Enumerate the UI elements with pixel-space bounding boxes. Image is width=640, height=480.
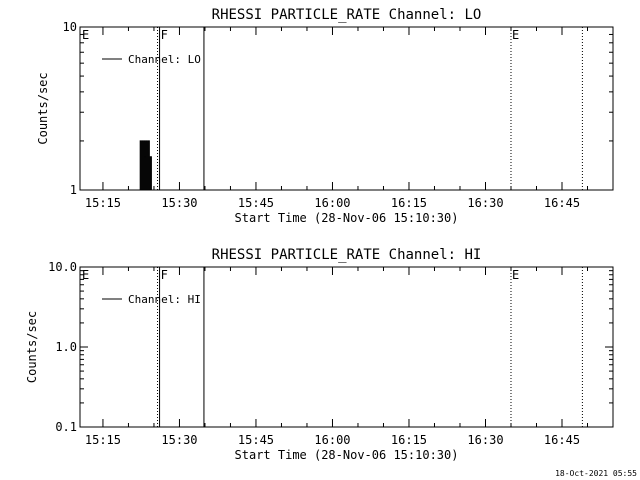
y-tick-label: 1.0: [55, 340, 77, 354]
x-tick-label: 15:30: [161, 196, 197, 210]
marker-annotation: F: [161, 268, 168, 282]
x-axis-label: Start Time (28-Nov-06 15:10:30): [235, 448, 459, 462]
y-tick-label: 1: [70, 183, 77, 197]
x-axis-label: Start Time (28-Nov-06 15:10:30): [235, 211, 459, 225]
marker-annotation: E: [82, 28, 89, 42]
x-tick-label: 16:15: [391, 433, 427, 447]
chart-title: RHESSI PARTICLE_RATE Channel: LO: [212, 7, 482, 23]
y-tick-label: 0.1: [55, 420, 77, 434]
y-axis-label: Counts/sec: [36, 72, 50, 144]
x-tick-label: 16:15: [391, 196, 427, 210]
x-tick-label: 15:15: [85, 196, 121, 210]
y-axis-label: Counts/sec: [25, 311, 39, 383]
series-line: [139, 140, 153, 191]
x-tick-label: 16:45: [544, 196, 580, 210]
x-tick-label: 16:30: [467, 196, 503, 210]
legend-entry: Channel: HI: [128, 293, 201, 306]
footer-timestamp: 18-Oct-2021 05:55: [555, 469, 637, 478]
top-panel: RHESSI PARTICLE_RATE Channel: LO 15:15 15:…: [36, 7, 614, 225]
marker-annotation: E: [512, 28, 519, 42]
x-tick-label: 15:45: [238, 196, 274, 210]
plot-frame: [79, 26, 614, 191]
marker-annotation: F: [161, 28, 168, 42]
x-tick-label: 15:15: [85, 433, 121, 447]
x-tick-label: 15:45: [238, 433, 274, 447]
y-tick-label: 10.0: [48, 260, 77, 274]
bottom-panel: RHESSI PARTICLE_RATE Channel: HI 15:15 15:…: [25, 247, 614, 462]
x-tick-label: 16:00: [314, 196, 350, 210]
marker-annotation: E: [512, 268, 519, 282]
x-tick-label: 16:45: [544, 433, 580, 447]
y-tick-label: 10: [63, 20, 77, 34]
chart-title: RHESSI PARTICLE_RATE Channel: HI: [212, 247, 482, 263]
x-tick-label: 16:30: [467, 433, 503, 447]
marker-annotation: E: [82, 268, 89, 282]
x-tick-label: 15:30: [161, 433, 197, 447]
legend-entry: Channel: LO: [128, 53, 201, 66]
x-tick-label: 16:00: [314, 433, 350, 447]
